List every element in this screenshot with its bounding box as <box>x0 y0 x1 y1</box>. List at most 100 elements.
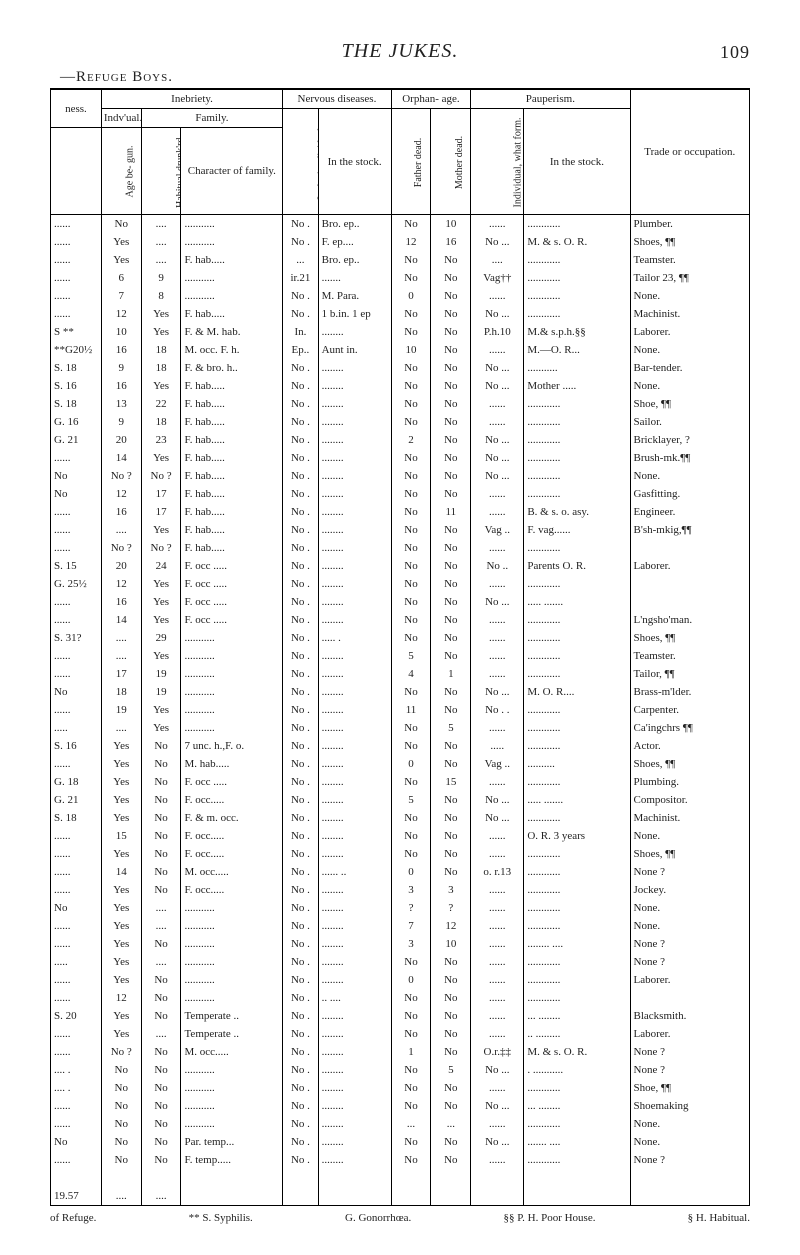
cell-ness: ...... <box>51 287 102 305</box>
cell-mo: No <box>431 341 471 359</box>
cell-fam: F. hab..... <box>181 485 283 503</box>
cell-tr: Laborer. <box>630 971 750 989</box>
cell-age: Yes <box>101 953 141 971</box>
cell-mo: No <box>431 845 471 863</box>
cell-tin: No . <box>283 557 318 575</box>
foot-poor: §§ P. H. Poor House. <box>503 1212 595 1225</box>
cell-fam: F. hab..... <box>181 305 283 323</box>
cell-ind: ...... <box>471 1151 524 1169</box>
cell-fa: No <box>391 377 431 395</box>
cell-age: No ? <box>101 467 141 485</box>
cell-pst: ............ <box>524 395 630 413</box>
table-row: ......19Yes...........No .........11NoNo… <box>51 701 750 719</box>
cell-pst: ............ <box>524 287 630 305</box>
cell-fa: No <box>391 413 431 431</box>
cell-fa: No <box>391 683 431 701</box>
cell-stk: ........ <box>318 1043 391 1061</box>
cell-pst: ............ <box>524 1151 630 1169</box>
cell-tr: None. <box>630 917 750 935</box>
cell-fam: F. occ..... <box>181 881 283 899</box>
cell-age: Yes <box>101 935 141 953</box>
cell-pst: ..... ....... <box>524 593 630 611</box>
cell-hab: No <box>141 1133 181 1151</box>
cell-stk: ........ <box>318 701 391 719</box>
cell-fa: No <box>391 827 431 845</box>
cell-pst: M. O. R.... <box>524 683 630 701</box>
cell-stk: ........ <box>318 575 391 593</box>
cell-age: 16 <box>101 503 141 521</box>
cell-age: 7 <box>101 287 141 305</box>
cell-tin: No . <box>283 989 318 1007</box>
cell-hab: .... <box>141 1025 181 1043</box>
cell-fam: F. occ ..... <box>181 773 283 791</box>
cell-fam: F. occ..... <box>181 845 283 863</box>
cell-stk: Bro. ep.. <box>318 215 391 234</box>
cell-tr: None. <box>630 1115 750 1133</box>
cell-mo: No <box>431 521 471 539</box>
cell-tr: Plumber. <box>630 215 750 234</box>
cell-hab <box>141 1169 181 1187</box>
table-row: ......Yes...............No .........712.… <box>51 917 750 935</box>
cell-tr: Actor. <box>630 737 750 755</box>
table-row: ......12No...........No ... ....NoNo....… <box>51 989 750 1007</box>
col-group-orphan: Orphan- age. <box>391 90 471 109</box>
cell-fam: F. hab..... <box>181 449 283 467</box>
cell-age: 20 <box>101 557 141 575</box>
cell-ness: S. 18 <box>51 359 102 377</box>
table-row: ......12YesF. hab.....No .1 b.in. 1 epNo… <box>51 305 750 323</box>
cell-tin: No . <box>283 431 318 449</box>
cell-stk: ........ <box>318 773 391 791</box>
cell-ind: ...... <box>471 971 524 989</box>
cell-tr: None. <box>630 899 750 917</box>
cell-ind: No ... <box>471 377 524 395</box>
table-row: ......Yes...............No .F. ep....121… <box>51 233 750 251</box>
cell-mo: No <box>431 593 471 611</box>
cell-stk: ........ <box>318 521 391 539</box>
cell-stk: ........ <box>318 485 391 503</box>
cell-fam: ........... <box>181 233 283 251</box>
table-row: NoYes...............No .........??......… <box>51 899 750 917</box>
cell-age: 14 <box>101 449 141 467</box>
cell-fa: No <box>391 1079 431 1097</box>
cell-age: 12 <box>101 989 141 1007</box>
cell-hab: .... <box>141 1187 181 1206</box>
table-row: ......Yes....Temperate ..No .........NoN… <box>51 1025 750 1043</box>
table-row: .... .NoNo...........No .........NoNo...… <box>51 1079 750 1097</box>
foot-hab: § H. Habitual. <box>688 1212 750 1225</box>
cell-stk: ........ <box>318 953 391 971</box>
cell-ness: ...... <box>51 755 102 773</box>
table-row: G. 18YesNoF. occ .....No .........No15..… <box>51 773 750 791</box>
cell-fam: F. temp..... <box>181 1151 283 1169</box>
cell-age: No <box>101 1133 141 1151</box>
cell-stk: ........ <box>318 1007 391 1025</box>
cell-ind: ...... <box>471 845 524 863</box>
cell-hab: No <box>141 863 181 881</box>
cell-fa: No <box>391 215 431 234</box>
cell-tin: No . <box>283 809 318 827</box>
cell-tin: No . <box>283 485 318 503</box>
cell-ness: S. 18 <box>51 809 102 827</box>
cell-ness: No <box>51 683 102 701</box>
cell-mo: No <box>431 953 471 971</box>
cell-tin: ... <box>283 251 318 269</box>
cell-stk <box>318 1169 391 1187</box>
cell-ind: No ... <box>471 593 524 611</box>
cell-hab: 17 <box>141 503 181 521</box>
cell-ind: No ... <box>471 359 524 377</box>
table-row: NoNo ?No ?F. hab.....No .........NoNoNo … <box>51 467 750 485</box>
cell-ind: .... <box>471 251 524 269</box>
data-table: ness. Inebriety. Nervous diseases. Orpha… <box>50 89 750 1206</box>
cell-fa: No <box>391 1151 431 1169</box>
cell-tin: No . <box>283 1007 318 1025</box>
cell-fam: 7 unc. h.,F. o. <box>181 737 283 755</box>
table-row: ..........YesF. hab.....No .........NoNo… <box>51 521 750 539</box>
cell-fa: No <box>391 251 431 269</box>
cell-ind: No ... <box>471 467 524 485</box>
cell-hab: Yes <box>141 719 181 737</box>
cell-ind: o. r.13 <box>471 863 524 881</box>
cell-ness: ...... <box>51 269 102 287</box>
table-row: .....Yes...............No .........NoNo.… <box>51 953 750 971</box>
cell-fa: No <box>391 305 431 323</box>
cell-fa: No <box>391 467 431 485</box>
cell-hab: Yes <box>141 701 181 719</box>
